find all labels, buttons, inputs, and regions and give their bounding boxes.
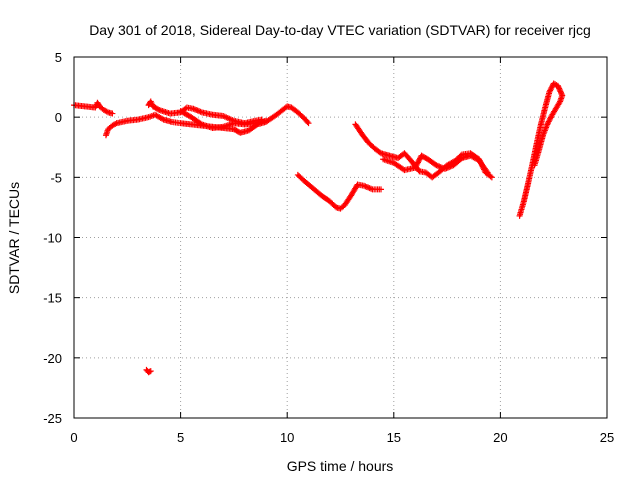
data-point [554, 82, 561, 89]
x-tick-label: 20 [493, 430, 507, 445]
y-tick-label: -15 [43, 291, 62, 306]
x-tick-label: 10 [280, 430, 294, 445]
y-tick-label: 5 [55, 50, 62, 65]
data-point [376, 149, 383, 156]
data-point [556, 87, 563, 94]
data-point [558, 89, 565, 96]
series-track-1 [71, 99, 116, 117]
y-axis-label: SDTVAR / TECUs [6, 182, 22, 294]
series-track-7 [352, 121, 495, 181]
x-tick-label: 15 [387, 430, 401, 445]
y-tick-label: -5 [50, 170, 62, 185]
y-tick-label: -10 [43, 231, 62, 246]
data-point [155, 106, 162, 113]
data-point [488, 174, 495, 181]
series-track-6 [294, 171, 385, 212]
series-track-2 [102, 103, 312, 139]
chart-title: Day 301 of 2018, Sidereal Day-to-day VTE… [89, 22, 591, 38]
x-tick-label: 0 [70, 430, 77, 445]
series-track-5 [143, 366, 154, 376]
plot-frame [73, 56, 608, 419]
chart-grid [74, 57, 607, 418]
series-track-8 [380, 152, 491, 176]
data-point [147, 368, 154, 375]
data-point [531, 162, 538, 169]
x-axis-label: GPS time / hours [287, 458, 394, 474]
x-tick-label: 5 [177, 430, 184, 445]
x-tick-label: 25 [600, 430, 614, 445]
y-tick-label: -20 [43, 351, 62, 366]
data-point [305, 120, 312, 127]
data-point [555, 84, 562, 91]
data-point [146, 368, 153, 375]
series-track-9 [516, 80, 566, 219]
y-tick-label: 0 [55, 110, 62, 125]
data-points [71, 80, 566, 376]
data-point [304, 118, 311, 125]
series-track-4 [177, 108, 269, 131]
data-point [262, 117, 269, 124]
data-point [378, 186, 385, 193]
data-point [109, 110, 116, 117]
data-point [556, 85, 563, 92]
y-tick-label: -25 [43, 411, 62, 426]
data-point [484, 169, 491, 176]
data-point [483, 168, 490, 175]
data-point [557, 88, 564, 95]
axis-ticks: 0 5 10 15 20 25 5 0 -5 -10 -15 -20 -25 [43, 50, 614, 445]
data-point [487, 173, 494, 180]
